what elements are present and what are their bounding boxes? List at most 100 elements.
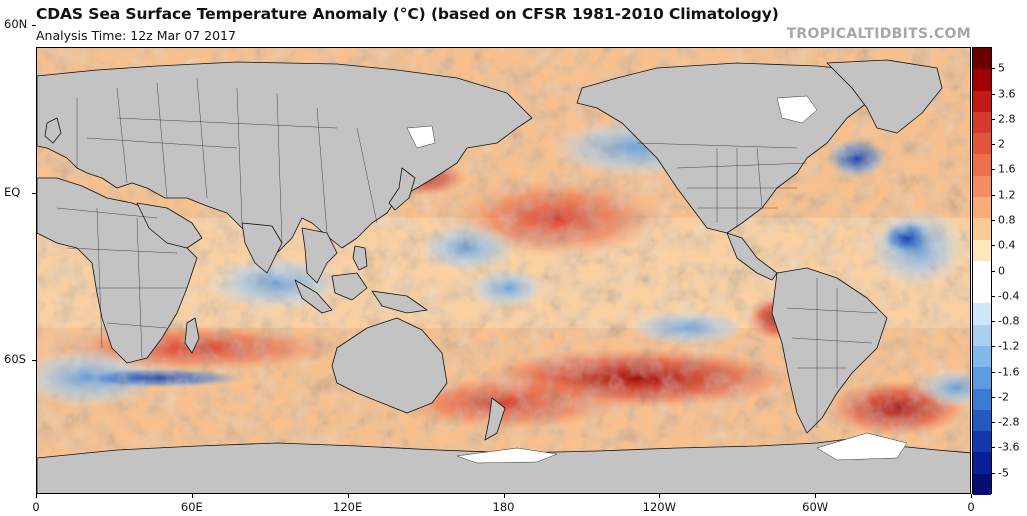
land-australia [331, 317, 448, 414]
land-philippines [352, 245, 368, 271]
colorbar-segment [973, 197, 991, 219]
lat-label-1: EQ [4, 184, 21, 199]
ice-hudson-bay [776, 95, 818, 124]
colorbar-label: -1.2 [998, 339, 1020, 353]
colorbar-segment [973, 282, 991, 304]
colorbar-tick [992, 422, 995, 424]
land-south-america [771, 267, 888, 434]
land-uk [44, 117, 62, 144]
colorbar-tick [992, 194, 995, 196]
colorbar-segment [973, 346, 991, 368]
colorbar-label: 2 [998, 137, 1005, 151]
colorbar-label: 0.4 [998, 238, 1016, 252]
lon-label-5: 60W [802, 500, 829, 514]
colorbar-tick [992, 371, 995, 373]
colorbar-label: -0.4 [998, 289, 1020, 303]
colorbar-tick [992, 169, 995, 171]
colorbar-tick [992, 245, 995, 247]
lat-tick-0 [32, 24, 36, 26]
land-arabia [136, 202, 203, 249]
border-lines-eurasia [76, 77, 378, 244]
lon-label-2: 120E [333, 500, 363, 514]
lat-tick-1 [32, 192, 36, 194]
land-new-guinea [371, 290, 428, 314]
land-antarctica [37, 437, 970, 493]
ice-antarctic-weddell [816, 432, 908, 461]
lon-label-3: 180 [492, 500, 515, 514]
land-borneo [331, 272, 368, 301]
lon-tick-5 [815, 494, 817, 498]
lon-label-6: 0 [967, 500, 975, 514]
lat-label-0: 60N [4, 16, 28, 31]
colorbar-segment [973, 260, 991, 283]
lon-label-0: 0 [32, 500, 40, 514]
colorbar-tick [992, 219, 995, 221]
colorbar-tick [992, 447, 995, 449]
colorbar-label: 0 [998, 264, 1005, 277]
colorbar-label: -2.8 [998, 415, 1020, 429]
ice-okhotsk [406, 125, 436, 149]
colorbar-segment [973, 431, 991, 453]
colorbar-segment [973, 175, 991, 198]
colorbar-label: -0.8 [998, 314, 1020, 328]
colorbar-label: -1.6 [998, 365, 1020, 379]
colorbar-label: -3.6 [998, 440, 1020, 454]
colorbar [972, 47, 992, 496]
colorbar-label: 1.2 [998, 188, 1016, 202]
page-title: CDAS Sea Surface Temperature Anomaly (°C… [36, 5, 779, 23]
colorbar-tick [992, 321, 995, 323]
colorbar-tick [992, 144, 995, 146]
land-new-zealand [484, 397, 506, 441]
colorbar-tick [992, 93, 995, 95]
colorbar-tick [992, 472, 995, 474]
border-lines-south-america [786, 278, 878, 428]
map-panel [36, 47, 971, 494]
colorbar-tick [992, 396, 995, 398]
colorbar-tick [992, 270, 995, 272]
land-eurasia [37, 61, 533, 254]
land-india [241, 222, 283, 274]
lat-label-2: 60S [4, 352, 26, 367]
colorbar-label: 5 [998, 61, 1005, 75]
colorbar-segment [973, 388, 991, 411]
lon-tick-6 [971, 494, 972, 498]
lon-label-1: 60E [180, 500, 203, 514]
ice-antarctic-ross [456, 447, 558, 464]
colorbar-segment [973, 218, 991, 241]
colorbar-label: -2 [998, 390, 1009, 404]
colorbar-segment [973, 239, 991, 262]
colorbar-label: 2.8 [998, 112, 1016, 126]
colorbar-tick [992, 68, 995, 70]
land-greenland [826, 59, 943, 134]
colorbar-segment [973, 324, 991, 347]
colorbar-segment [973, 473, 991, 496]
colorbar-label: 0.8 [998, 213, 1016, 227]
colorbar-segment [973, 69, 991, 92]
colorbar-segment [973, 90, 991, 113]
border-lines-africa [56, 207, 187, 359]
colorbar-tick [992, 346, 995, 348]
colorbar-tick [992, 118, 995, 120]
land-central-america [726, 232, 778, 281]
colorbar-segment [973, 154, 991, 177]
colorbar-segment [973, 111, 991, 134]
border-lines-north-america [636, 142, 808, 228]
land-japan [388, 167, 416, 211]
lon-tick-0 [36, 494, 37, 498]
colorbar-segment [973, 303, 991, 326]
lat-tick-2 [32, 360, 36, 362]
colorbar-label: -5 [998, 466, 1009, 480]
lon-tick-3 [503, 494, 505, 498]
colorbar-label: 1.6 [998, 162, 1016, 176]
colorbar-segment [973, 452, 991, 475]
sst-anomaly-map [36, 47, 971, 494]
land-madagascar [184, 317, 200, 354]
lon-tick-2 [347, 494, 349, 498]
colorbar-segment [973, 367, 991, 390]
colorbar-tick [992, 295, 995, 297]
lon-tick-1 [191, 494, 193, 498]
colorbar-label: 3.6 [998, 87, 1016, 101]
colorbar-segment [973, 409, 991, 432]
colorbar-segment [973, 133, 991, 155]
brand-watermark: TROPICALTIDBITS.COM [786, 26, 971, 42]
